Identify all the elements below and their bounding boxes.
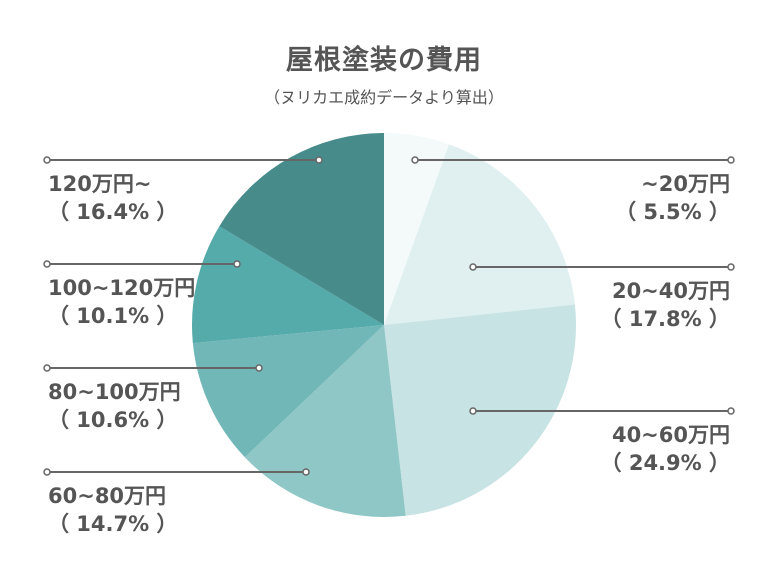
leader-lines	[43, 156, 735, 476]
leader-line-1	[469, 263, 735, 271]
pie-slices	[192, 133, 576, 517]
pie-slice-0	[384, 133, 450, 325]
label-range: ~20万円	[641, 172, 730, 196]
label-percent: （ 5.5% ）	[615, 200, 730, 224]
label-over-120: 120万円~ （ 16.4% ）	[48, 170, 177, 226]
leader-line-4	[43, 364, 263, 372]
leader-line-0	[411, 156, 735, 164]
label-percent: （ 10.1% ）	[48, 304, 178, 328]
pie-slice-3	[244, 325, 406, 517]
label-percent: （ 17.8% ）	[600, 307, 730, 331]
label-60-80: 60~80万円 （ 14.7% ）	[48, 482, 177, 538]
label-range: 20~40万円	[611, 279, 730, 303]
leader-line-3	[43, 468, 310, 476]
label-percent: （ 16.4% ）	[48, 200, 178, 224]
label-range: 100~120万円	[48, 276, 196, 300]
label-under-20: ~20万円 （ 5.5% ）	[615, 170, 730, 226]
pie-slice-4	[192, 325, 384, 458]
label-percent: （ 14.7% ）	[48, 512, 178, 536]
label-range: 80~100万円	[48, 380, 181, 404]
label-range: 40~60万円	[611, 423, 730, 447]
pie-slice-6	[219, 133, 384, 325]
chart-title: 屋根塗装の費用	[286, 45, 482, 76]
pie-slice-5	[192, 226, 384, 344]
label-percent: （ 24.9% ）	[600, 451, 730, 475]
pie-slice-1	[384, 144, 575, 325]
leader-line-5	[43, 260, 241, 268]
label-percent: （ 10.6% ）	[48, 408, 178, 432]
label-20-40: 20~40万円 （ 17.8% ）	[601, 277, 730, 333]
chart-subtitle: （ヌリカエ成約データより算出）	[264, 88, 504, 107]
label-80-100: 80~100万円 （ 10.6% ）	[48, 378, 181, 434]
label-range: 120万円~	[48, 172, 152, 196]
leader-line-6	[43, 156, 323, 164]
label-range: 60~80万円	[48, 484, 167, 508]
leader-line-2	[469, 407, 735, 415]
label-100-120: 100~120万円 （ 10.1% ）	[48, 274, 195, 330]
label-40-60: 40~60万円 （ 24.9% ）	[601, 421, 730, 477]
